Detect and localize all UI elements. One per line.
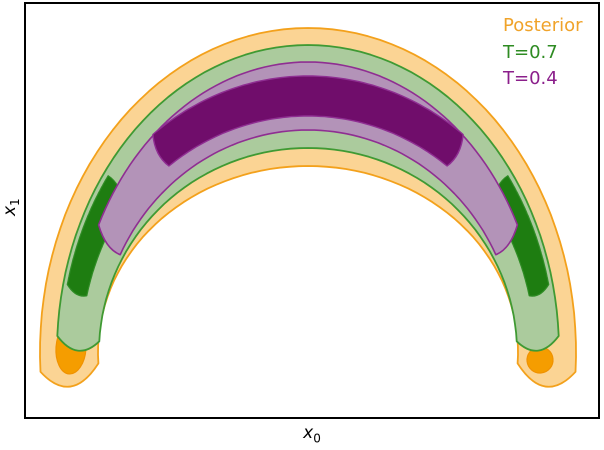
legend-item-posterior: Posterior xyxy=(503,15,583,36)
legend-item-t04: T=0.4 xyxy=(503,68,558,89)
x-axis-label-text: x xyxy=(303,423,314,443)
legend-item-t07: T=0.7 xyxy=(503,41,558,63)
legend: Posterior T=0.7 T=0.4 xyxy=(503,13,583,93)
x-axis-label-subscript: 0 xyxy=(313,431,321,446)
y-axis-label: x1 xyxy=(0,182,22,232)
y-axis-label-text: x xyxy=(0,205,20,217)
y-axis-label-subscript: 1 xyxy=(8,198,23,206)
contour-t04-level2 xyxy=(152,75,464,167)
x-axis-label: x0 xyxy=(303,423,321,445)
